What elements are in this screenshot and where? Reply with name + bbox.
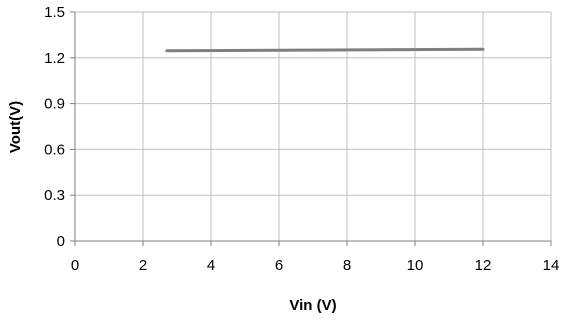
series-line [165,47,485,53]
y-axis-title: Vout(V) [7,101,24,153]
y-tick-label: 0.6 [44,141,65,158]
x-tick-label: 14 [543,257,560,274]
x-tick-label: 2 [139,257,147,274]
x-tick-label: 12 [475,257,492,274]
y-tick-label: 1.5 [44,4,65,21]
y-tick-label: 0 [57,233,65,250]
y-tick-label: 1.2 [44,50,65,67]
y-tick-label: 0.3 [44,187,65,204]
y-tick-label: 0.9 [44,96,65,113]
x-axis-title: Vin (V) [289,297,336,314]
plot-area: 0 2 4 6 8 10 12 14 0 0.3 0.6 0.9 1.2 1.5 [44,4,559,274]
x-tick-label: 10 [407,257,424,274]
x-tick-label: 6 [275,257,283,274]
x-tick-label: 4 [207,257,215,274]
x-tick-label: 8 [343,257,351,274]
x-tick-label: 0 [71,257,79,274]
